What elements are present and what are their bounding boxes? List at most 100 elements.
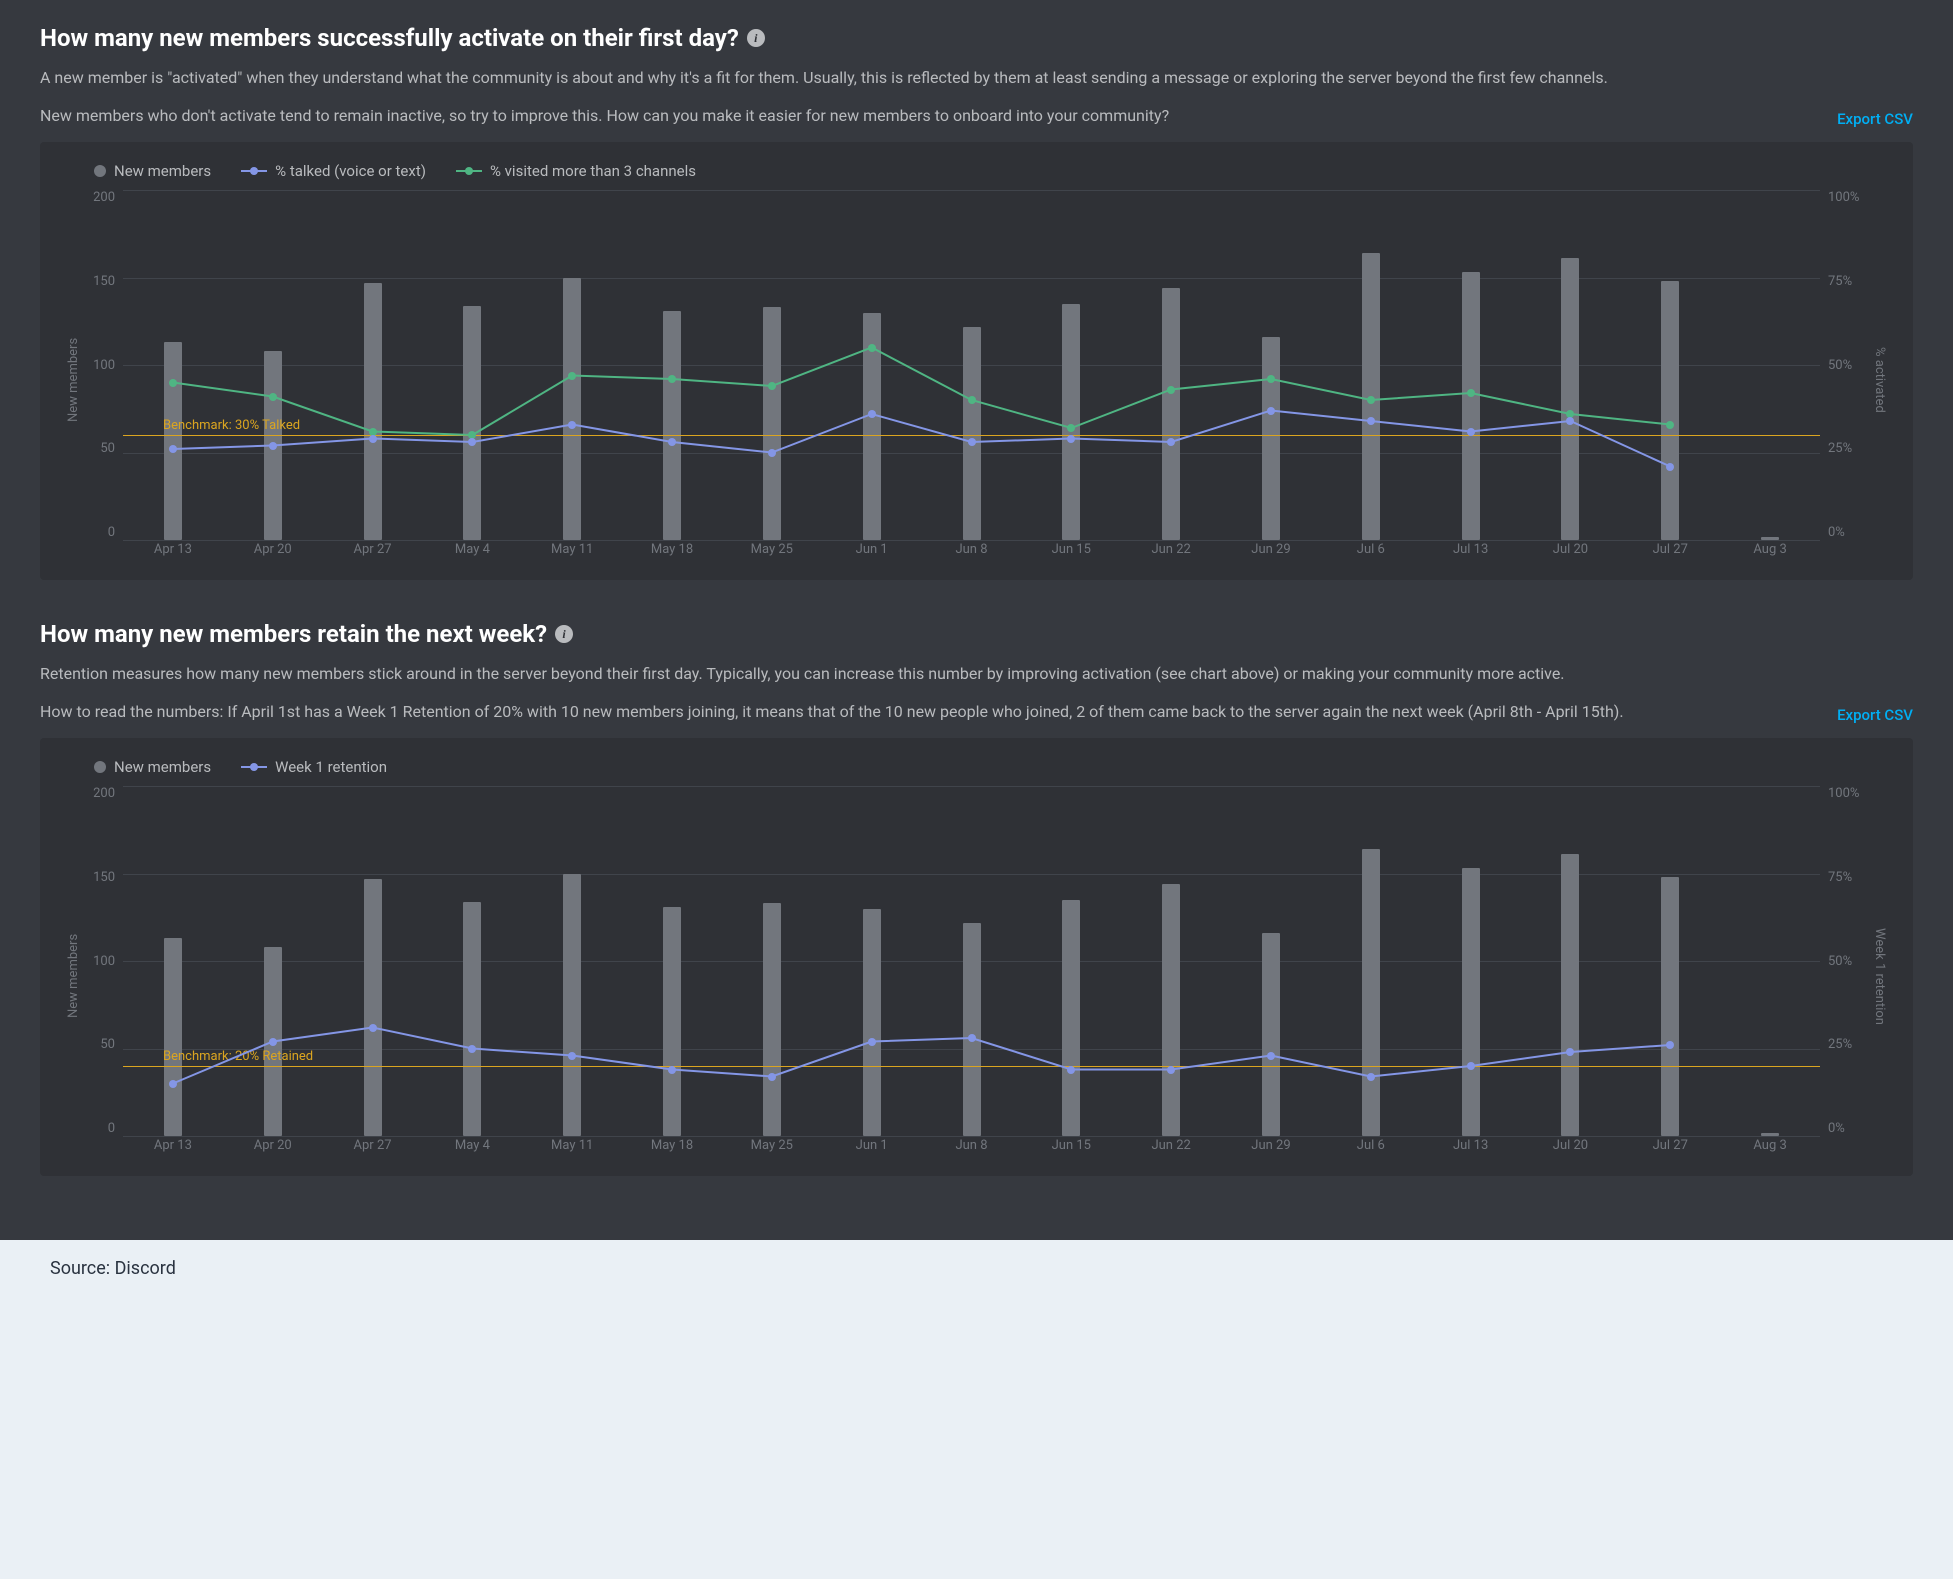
data-point — [868, 410, 876, 418]
x-tick: May 18 — [651, 542, 693, 557]
x-axis: Apr 13 Apr 20 Apr 27 May 4 May 11 May 18 May 2… — [123, 1138, 1820, 1166]
legend-label: New members — [114, 758, 211, 776]
data-point — [768, 382, 776, 390]
x-tick: Jul 27 — [1653, 542, 1688, 557]
y-right-label: % activated — [1870, 190, 1889, 570]
x-axis: Apr 13Apr 20Apr 27May 4May 11May 18May 2… — [123, 542, 1820, 570]
data-point — [1467, 1062, 1475, 1070]
legend-label: Week 1 retention — [275, 758, 387, 776]
legend-line-icon — [241, 763, 267, 771]
info-icon[interactable]: i — [747, 29, 765, 47]
y-left-ticks: 200150100500 — [83, 786, 123, 1136]
legend-new-members: New members — [94, 758, 211, 776]
x-tick: Apr 13 — [154, 1138, 192, 1153]
legend-new-members: New members — [94, 162, 211, 180]
data-point — [1566, 417, 1574, 425]
y-right-label: Week 1 retention — [1870, 786, 1889, 1166]
x-tick: Jun 1 — [856, 1138, 888, 1153]
y-left-label: New members — [64, 786, 83, 1166]
activation-legend: New members % talked (voice or text) % v… — [64, 162, 1889, 180]
x-tick: Apr 13 — [154, 542, 192, 557]
x-tick: Jul 13 — [1453, 542, 1488, 557]
data-point — [568, 372, 576, 380]
data-point — [1367, 1073, 1375, 1081]
x-tick: May 25 — [751, 542, 793, 557]
data-point — [269, 1038, 277, 1046]
data-point — [269, 442, 277, 450]
x-tick: Jul 6 — [1357, 1138, 1385, 1153]
legend-retention: Week 1 retention — [241, 758, 387, 776]
data-point — [1666, 421, 1674, 429]
x-tick: Apr 20 — [254, 1138, 292, 1153]
data-point — [169, 379, 177, 387]
x-tick: May 25 — [751, 1138, 793, 1153]
activation-chart: New members 200150100500 Benchmark: 30% … — [64, 190, 1889, 570]
data-point — [1167, 386, 1175, 394]
activation-desc-1: A new member is "activated" when they un… — [40, 66, 1640, 90]
data-point — [369, 1024, 377, 1032]
data-point — [768, 449, 776, 457]
source-attribution: Source: Discord — [0, 1240, 1953, 1297]
data-point — [1267, 1052, 1275, 1060]
x-tick: May 11 — [551, 1138, 593, 1153]
y-left-label: New members — [64, 190, 83, 570]
retention-legend: New members Week 1 retention — [64, 758, 1889, 776]
data-point — [1566, 1048, 1574, 1056]
data-point — [1666, 1041, 1674, 1049]
data-point — [1367, 417, 1375, 425]
legend-label: % talked (voice or text) — [275, 162, 426, 180]
info-icon[interactable]: i — [555, 625, 573, 643]
data-point — [968, 1034, 976, 1042]
insights-dashboard: How many new members successfully activa… — [0, 0, 1953, 1240]
data-point — [169, 1080, 177, 1088]
data-point — [768, 1073, 776, 1081]
x-tick: Jun 15 — [1052, 1138, 1091, 1153]
legend-dot-icon — [94, 165, 106, 177]
plot-area: Benchmark: 30% Talked Apr 13Apr 20Apr 27… — [123, 190, 1820, 570]
legend-label: New members — [114, 162, 211, 180]
x-tick: Jun 8 — [955, 542, 987, 557]
legend-dot-icon — [94, 761, 106, 773]
retention-section: How many new members retain the next wee… — [40, 620, 1913, 1176]
data-point — [269, 393, 277, 401]
x-tick: Jun 15 — [1052, 542, 1091, 557]
data-point — [369, 435, 377, 443]
x-tick: Jul 6 — [1357, 542, 1385, 557]
x-tick: May 18 — [651, 1138, 693, 1153]
activation-title: How many new members successfully activa… — [40, 24, 739, 52]
export-csv-link[interactable]: Export CSV — [1837, 110, 1913, 128]
x-tick: May 4 — [455, 1138, 490, 1153]
data-point — [1067, 1066, 1075, 1074]
data-point — [1467, 389, 1475, 397]
retention-chart: New members 200150100500 Benchmark: 20% … — [64, 786, 1889, 1166]
x-tick: Aug 3 — [1753, 542, 1786, 557]
x-tick: Aug 3 — [1753, 1138, 1786, 1153]
x-tick: Jun 22 — [1151, 1138, 1190, 1153]
retention-desc-1: Retention measures how many new members … — [40, 662, 1640, 686]
x-tick: Jul 20 — [1553, 1138, 1588, 1153]
retention-title: How many new members retain the next wee… — [40, 620, 547, 648]
x-tick: Jul 13 — [1453, 1138, 1488, 1153]
legend-talked: % talked (voice or text) — [241, 162, 426, 180]
legend-visited: % visited more than 3 channels — [456, 162, 696, 180]
data-point — [1267, 407, 1275, 415]
export-csv-link[interactable]: Export CSV — [1837, 706, 1913, 724]
x-tick: Jun 29 — [1251, 542, 1290, 557]
data-point — [1167, 1066, 1175, 1074]
data-point — [668, 375, 676, 383]
activation-chart-card: New members % talked (voice or text) % v… — [40, 142, 1913, 580]
activation-section: How many new members successfully activa… — [40, 24, 1913, 580]
x-tick: Apr 27 — [354, 1138, 392, 1153]
data-point — [668, 438, 676, 446]
x-tick: Jun 8 — [955, 1138, 987, 1153]
x-tick: Jun 1 — [856, 542, 888, 557]
x-tick: May 4 — [455, 542, 490, 557]
data-point — [568, 1052, 576, 1060]
data-point — [169, 445, 177, 453]
x-tick: Jun 29 — [1251, 1138, 1290, 1153]
data-point — [468, 1045, 476, 1053]
data-point — [668, 1066, 676, 1074]
data-point — [1367, 396, 1375, 404]
data-point — [1666, 463, 1674, 471]
y-right-ticks: 100%75%50%25%0% — [1820, 786, 1870, 1136]
